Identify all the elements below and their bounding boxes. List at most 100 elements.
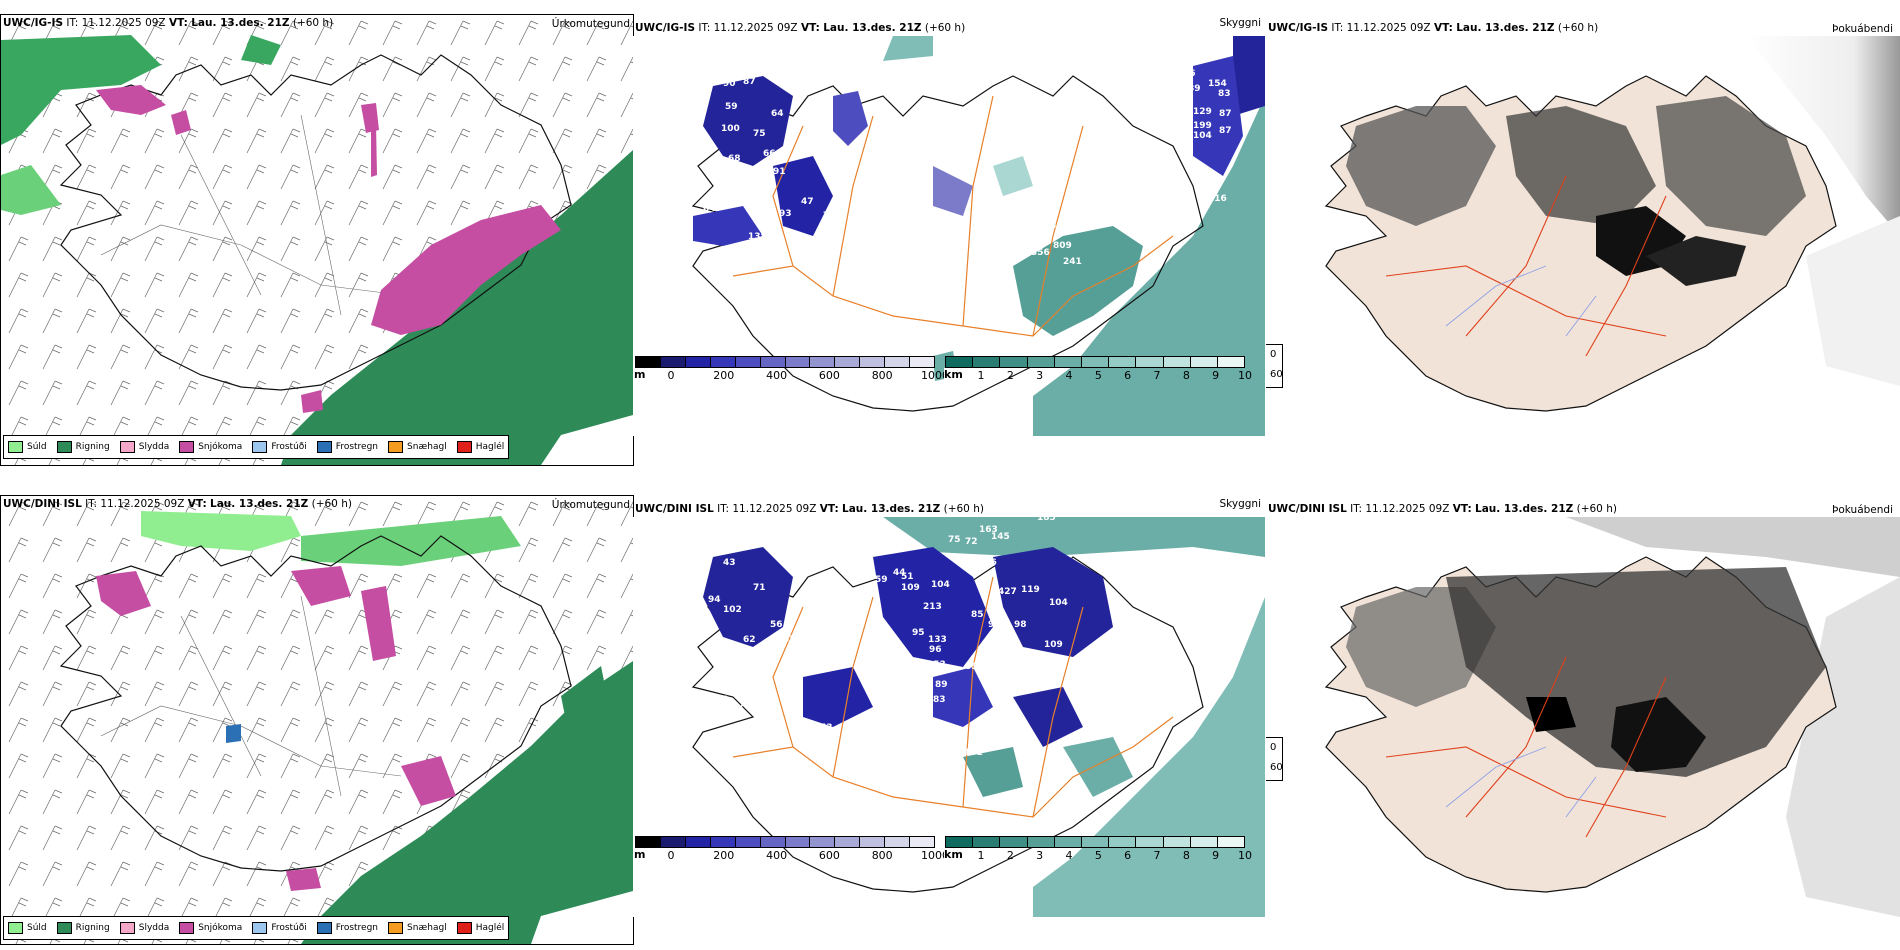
fog-map-svg (1266, 36, 1900, 464)
colorbar-segment (1163, 837, 1191, 847)
colorbar-segment (1217, 357, 1245, 367)
fog-map (1266, 517, 1900, 945)
visibility-colorbar: 1 2 3 4 5 6 7 8 9 10 km (944, 836, 1253, 862)
legend-item-snow: Snjókoma (179, 441, 242, 453)
vt-value: Lau. 13.des. 21Z (1456, 22, 1555, 34)
colorbar-tick-label: 7 (1153, 369, 1161, 382)
colorbar-segment (1054, 357, 1082, 367)
panel-header: UWC/DINI ISL IT: 11.12.2025 09Z VT: Lau.… (1268, 503, 1617, 515)
ceiling-value-label: 131 (964, 748, 983, 758)
legend-item-hail: Haglél (456, 441, 505, 453)
ceiling-value-label: 102 (723, 605, 742, 615)
ceiling-value-label: 515 (1021, 213, 1040, 223)
colorbar-tick-label: 6 (1124, 849, 1132, 862)
ceiling-value-label: 153 (927, 660, 946, 670)
visibility-unit: km (944, 368, 963, 381)
colorbar-segment (710, 357, 736, 367)
it-label: IT: (698, 22, 711, 34)
visibility-colorbar-ticks: 1 2 3 4 5 6 7 8 9 10 (945, 848, 1253, 862)
colorbar-segment (1190, 837, 1218, 847)
colorbar-segment (1000, 357, 1028, 367)
colorbar-segment (810, 837, 836, 847)
colorbar-tick-label: 9 (1212, 849, 1220, 862)
ceiling-value-label: 58 (833, 586, 846, 596)
ceiling-value-label: 93 (779, 209, 792, 219)
ceiling-value-label: 89 (935, 680, 948, 690)
colorbar-segment (1163, 357, 1191, 367)
legend-swatch (119, 922, 135, 934)
legend-label: Frostúði (271, 442, 307, 452)
legend-label: Snjókoma (198, 923, 243, 933)
fog-legend-dark-label: 0 (1270, 742, 1277, 753)
colorbar-segment (685, 357, 711, 367)
ceiling-value-label: 59 (875, 575, 888, 585)
ceiling-colorbar-bar (635, 836, 935, 848)
colorbar-tick-label: 1000 (921, 849, 949, 862)
legend-label: Frostúði (271, 923, 307, 933)
legend-swatch (316, 441, 332, 453)
legend-swatch (456, 441, 472, 453)
colorbar-tick-label: 600 (818, 849, 840, 862)
colorbar-segment (910, 357, 935, 367)
colorbar-segment (810, 357, 836, 367)
colorbar-segment (735, 357, 761, 367)
colorbar-segment (1109, 837, 1137, 847)
lead-time: (+60 h) (924, 22, 966, 34)
vt-value: Lau. 13.des. 21Z (210, 498, 309, 510)
legend-swatch (56, 441, 72, 453)
ceiling-value-label: 185 (1037, 517, 1056, 523)
legend-item-rain: Rigning (56, 441, 110, 453)
colorbar-segment (1136, 357, 1164, 367)
ceiling-value-label: 104 (1049, 598, 1068, 608)
model-name: UWC/DINI ISL (1268, 503, 1347, 515)
colorbar-segment (1027, 357, 1055, 367)
legend-item-hail: Haglél (456, 922, 504, 934)
colorbar-tick-label: 5 (1094, 849, 1102, 862)
ceiling-value-label: 104 (931, 580, 950, 590)
ceiling-value-label: 87 (1219, 109, 1232, 119)
ceiling-value-label: 59 (725, 102, 738, 112)
ceiling-value-label: 91 (1158, 37, 1171, 47)
ceiling-unit: m (634, 848, 646, 861)
legend-swatch (8, 922, 23, 934)
ceiling-value-label: 83 (1218, 89, 1231, 99)
ceiling-value-label: 86 (1183, 69, 1196, 79)
legend-swatch (179, 441, 195, 453)
colorbar-segment (910, 837, 935, 847)
legend-item-snow-pellets: Snæhagl (388, 441, 447, 453)
legend-item-freezing-drizzle: Frostúði (252, 441, 307, 453)
legend-label: Súld (27, 923, 47, 933)
ceiling-value-label: 68 (728, 154, 741, 164)
panel-title: Skyggni (1219, 498, 1262, 510)
model-name: UWC/IG-IS (3, 17, 64, 29)
colorbar-tick-label: 800 (871, 849, 893, 862)
fog-map-svg (1266, 517, 1900, 945)
colorbar-segment (660, 837, 686, 847)
ceiling-value-label: 77 (972, 236, 985, 246)
fog-panel-row2: UWC/DINI ISL IT: 11.12.2025 09Z VT: Lau.… (1266, 495, 1900, 945)
legend-item-rain: Rigning (56, 922, 110, 934)
ceiling-value-label: 427 (998, 587, 1017, 597)
ceiling-value-label: 89 (1188, 84, 1201, 94)
ceiling-value-label: 47 (801, 197, 814, 207)
colorbar-tick-label: 6 (1124, 369, 1132, 382)
panel-title: Úrkomutegund (551, 499, 630, 511)
model-name: UWC/DINI ISL (3, 498, 82, 510)
colorbar-segment (636, 837, 661, 847)
ceiling-value-label: 76 (823, 211, 836, 221)
ceiling-value-label: 119 (1021, 585, 1040, 595)
precip-map-svg (1, 496, 633, 944)
it-label: IT: (66, 17, 79, 29)
ceiling-value-label: 75 (739, 700, 752, 710)
colorbar-tick-label: 400 (766, 369, 788, 382)
colorbar-tick-label: 4 (1065, 369, 1073, 382)
colorbar-tick-label: 9 (1212, 369, 1220, 382)
colorbar-tick-label: 3 (1036, 849, 1044, 862)
legend-label: Haglél (475, 442, 505, 452)
colorbar-tick-label: 2 (1006, 849, 1014, 862)
ceiling-value-label: 356 (1031, 248, 1050, 258)
ceiling-value-label: 99 (988, 620, 1001, 630)
ceiling-value-label: 80 (999, 637, 1012, 647)
ceiling-value-label: 72 (965, 537, 978, 547)
ceiling-value-label: 71 (753, 583, 766, 593)
